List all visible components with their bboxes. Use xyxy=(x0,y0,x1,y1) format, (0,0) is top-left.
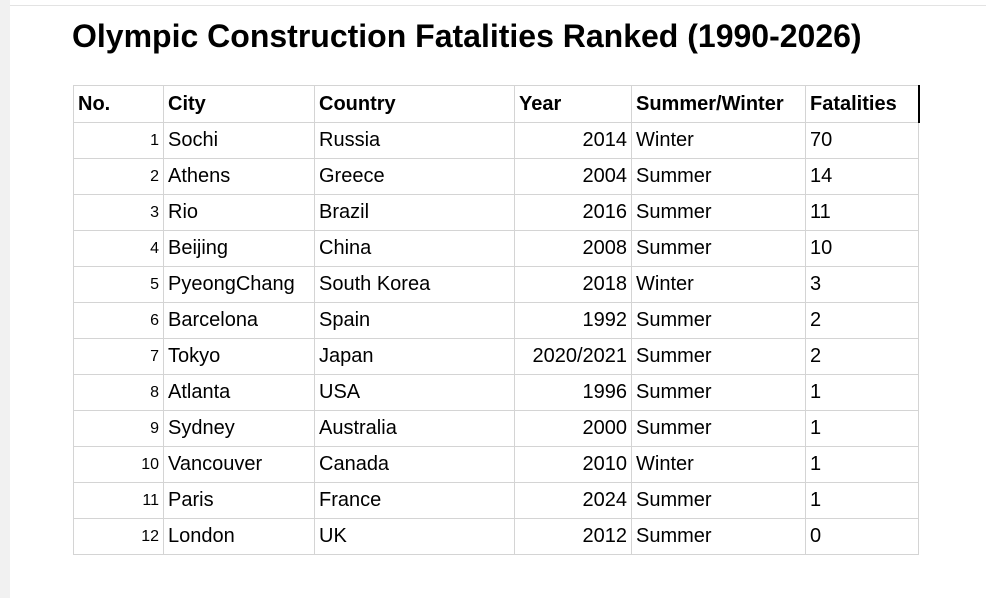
cell-city: Sochi xyxy=(163,122,315,159)
cell-year: 1996 xyxy=(514,374,632,411)
header-fatalities: Fatalities xyxy=(805,85,920,123)
cell-year: 2004 xyxy=(514,158,632,195)
cell-country: USA xyxy=(314,374,515,411)
cell-city: Vancouver xyxy=(163,446,315,483)
cell-season: Winter xyxy=(631,266,806,303)
table-row: 8 Atlanta USA 1996 Summer 1 xyxy=(73,374,919,411)
cell-no: 2 xyxy=(73,158,164,195)
cell-city: Athens xyxy=(163,158,315,195)
cell-fatalities: 10 xyxy=(805,230,919,267)
table-row: 4 Beijing China 2008 Summer 10 xyxy=(73,230,919,267)
table-row: 7 Tokyo Japan 2020/2021 Summer 2 xyxy=(73,338,919,375)
cell-fatalities: 1 xyxy=(805,446,919,483)
cell-no: 8 xyxy=(73,374,164,411)
cell-fatalities: 2 xyxy=(805,302,919,339)
cell-year: 2010 xyxy=(514,446,632,483)
cell-no: 3 xyxy=(73,194,164,231)
cell-fatalities: 1 xyxy=(805,410,919,447)
cell-no: 4 xyxy=(73,230,164,267)
cell-year: 2016 xyxy=(514,194,632,231)
table-row: 3 Rio Brazil 2016 Summer 11 xyxy=(73,194,919,231)
cell-city: Atlanta xyxy=(163,374,315,411)
cell-year: 2000 xyxy=(514,410,632,447)
cell-no: 6 xyxy=(73,302,164,339)
cell-fatalities: 11 xyxy=(805,194,919,231)
table-header-row: No. City Country Year Summer/Winter Fata… xyxy=(73,85,920,123)
cell-fatalities: 2 xyxy=(805,338,919,375)
cell-year: 2012 xyxy=(514,518,632,555)
header-year: Year xyxy=(514,85,632,123)
cell-no: 1 xyxy=(73,122,164,159)
cell-country: UK xyxy=(314,518,515,555)
cell-season: Summer xyxy=(631,410,806,447)
cell-fatalities: 14 xyxy=(805,158,919,195)
cell-city: Barcelona xyxy=(163,302,315,339)
cell-fatalities: 0 xyxy=(805,518,919,555)
cell-year: 2018 xyxy=(514,266,632,303)
left-margin-strip xyxy=(0,0,10,598)
header-city: City xyxy=(163,85,315,123)
cell-fatalities: 70 xyxy=(805,122,919,159)
cell-season: Summer xyxy=(631,518,806,555)
cell-season: Summer xyxy=(631,194,806,231)
cell-country: Australia xyxy=(314,410,515,447)
cell-year: 2008 xyxy=(514,230,632,267)
cell-season: Summer xyxy=(631,302,806,339)
cell-fatalities: 1 xyxy=(805,482,919,519)
header-season: Summer/Winter xyxy=(631,85,806,123)
cell-country: Japan xyxy=(314,338,515,375)
cell-country: Brazil xyxy=(314,194,515,231)
cell-season: Winter xyxy=(631,446,806,483)
cell-no: 11 xyxy=(73,482,164,519)
table-row: 9 Sydney Australia 2000 Summer 1 xyxy=(73,410,919,447)
cell-year: 2014 xyxy=(514,122,632,159)
table-row: 6 Barcelona Spain 1992 Summer 2 xyxy=(73,302,919,339)
cell-season: Summer xyxy=(631,230,806,267)
cell-city: Tokyo xyxy=(163,338,315,375)
cell-country: Spain xyxy=(314,302,515,339)
cell-city: London xyxy=(163,518,315,555)
header-country: Country xyxy=(314,85,515,123)
cell-city: Beijing xyxy=(163,230,315,267)
top-divider xyxy=(10,5,986,6)
cell-fatalities: 1 xyxy=(805,374,919,411)
cell-season: Winter xyxy=(631,122,806,159)
cell-city: PyeongChang xyxy=(163,266,315,303)
cell-fatalities: 3 xyxy=(805,266,919,303)
table-row: 11 Paris France 2024 Summer 1 xyxy=(73,482,919,519)
cell-country: Russia xyxy=(314,122,515,159)
cell-year: 1992 xyxy=(514,302,632,339)
cell-no: 7 xyxy=(73,338,164,375)
table-row: 12 London UK 2012 Summer 0 xyxy=(73,518,919,555)
header-no: No. xyxy=(73,85,164,123)
cell-country: France xyxy=(314,482,515,519)
cell-year: 2020/2021 xyxy=(514,338,632,375)
cell-no: 5 xyxy=(73,266,164,303)
cell-country: South Korea xyxy=(314,266,515,303)
cell-year: 2024 xyxy=(514,482,632,519)
cell-city: Sydney xyxy=(163,410,315,447)
cell-city: Paris xyxy=(163,482,315,519)
cell-no: 9 xyxy=(73,410,164,447)
cell-country: China xyxy=(314,230,515,267)
table-body: 1 Sochi Russia 2014 Winter 70 2 Athens Greece 200… xyxy=(73,122,919,555)
table-row: 10 Vancouver Canada 2010 Winter 1 xyxy=(73,446,919,483)
cell-no: 12 xyxy=(73,518,164,555)
fatalities-table: No. City Country Year Summer/Winter Fata… xyxy=(73,85,920,555)
cell-season: Summer xyxy=(631,158,806,195)
cell-country: Greece xyxy=(314,158,515,195)
cell-season: Summer xyxy=(631,338,806,375)
table-row: 5 PyeongChang South Korea 2018 Winter 3 xyxy=(73,266,919,303)
table-row: 1 Sochi Russia 2014 Winter 70 xyxy=(73,122,919,159)
cell-no: 10 xyxy=(73,446,164,483)
cell-season: Summer xyxy=(631,374,806,411)
cell-city: Rio xyxy=(163,194,315,231)
cell-season: Summer xyxy=(631,482,806,519)
page-title: Olympic Construction Fatalities Ranked (… xyxy=(72,18,862,54)
table-row: 2 Athens Greece 2004 Summer 14 xyxy=(73,158,919,195)
cell-country: Canada xyxy=(314,446,515,483)
